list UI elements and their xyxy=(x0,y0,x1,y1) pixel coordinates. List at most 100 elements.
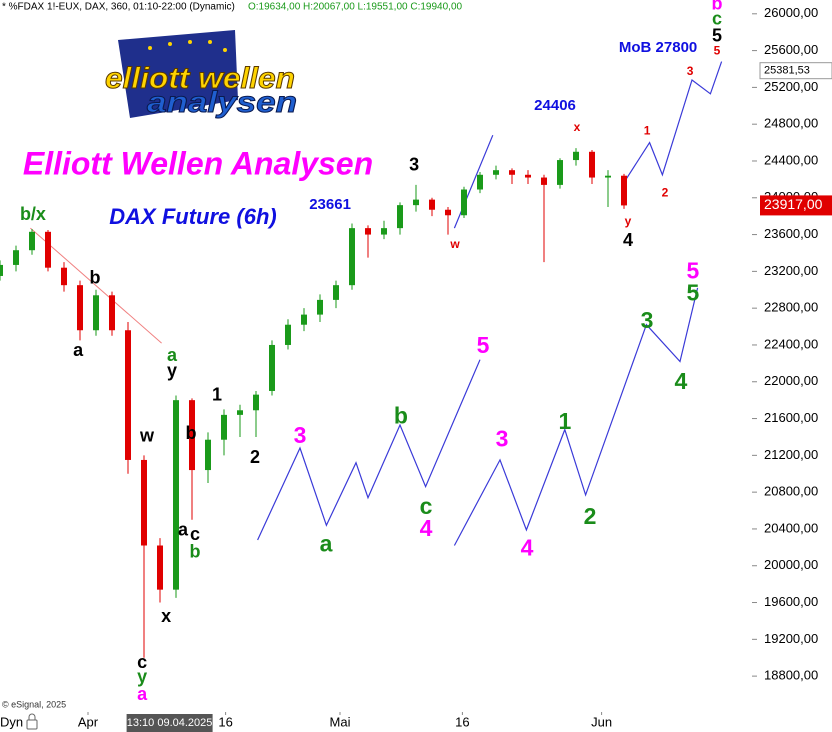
minor-label: 2 xyxy=(662,185,669,199)
price-marker-label: 25381,53 xyxy=(764,65,810,77)
candle-body xyxy=(525,174,531,178)
minor-label: 1 xyxy=(644,124,651,138)
projection-label: 5 xyxy=(687,257,700,283)
candle-body xyxy=(477,174,483,190)
candle-body xyxy=(77,285,83,331)
candle-body xyxy=(125,330,131,460)
wave-label: a xyxy=(73,340,84,360)
wave-label: 3 xyxy=(409,154,419,174)
x-tick-label: 16 xyxy=(218,714,232,729)
trend-line xyxy=(30,227,162,344)
projection-label: 2 xyxy=(584,503,597,529)
chart-subtitle: DAX Future (6h) xyxy=(109,204,276,229)
wave-label: c xyxy=(190,524,200,544)
candle-body xyxy=(205,439,211,471)
y-tick-label: 23200,00 xyxy=(764,263,818,278)
candle-body xyxy=(269,344,275,391)
wave-label: y xyxy=(137,667,147,687)
wave-label: c xyxy=(712,9,722,29)
y-tick-label: 22000,00 xyxy=(764,373,818,388)
projection-label: 3 xyxy=(641,307,654,333)
wave-label: b xyxy=(711,0,722,13)
projection-label: 5 xyxy=(687,279,700,305)
candles xyxy=(0,148,627,658)
logo: elliott wellen analysen xyxy=(105,30,298,119)
wave-label: 1 xyxy=(212,384,222,404)
candle-body xyxy=(237,410,243,415)
wave-label: x xyxy=(161,606,171,626)
x-tick-label: 16 xyxy=(455,714,469,729)
candle-body xyxy=(381,228,387,235)
y-tick-label: 21600,00 xyxy=(764,410,818,425)
plot xyxy=(0,61,723,658)
projection-line xyxy=(453,134,494,229)
projection-label: 4 xyxy=(521,534,534,560)
projection-label: 4 xyxy=(420,515,433,541)
projection-label: c xyxy=(420,493,433,519)
mode: Dyn xyxy=(0,714,23,729)
x-tick-label: Mai xyxy=(330,714,351,729)
wave-label: 2 xyxy=(250,447,260,467)
last-price-label: 23917,00 xyxy=(764,196,823,212)
candle-body xyxy=(333,285,339,300)
projection-label: 4 xyxy=(675,368,688,394)
candle-body xyxy=(557,160,563,185)
y-tick-label: 20400,00 xyxy=(764,520,818,535)
minor-label: 5 xyxy=(714,44,721,58)
candle-body xyxy=(109,295,115,331)
candle-body xyxy=(0,264,3,276)
candle-body xyxy=(509,170,515,175)
candle-body xyxy=(141,459,147,546)
wave-label: 5 xyxy=(712,26,722,46)
y-tick-label: 22800,00 xyxy=(764,300,818,315)
candle-body xyxy=(253,394,259,411)
logo-flag xyxy=(118,30,238,118)
y-tick-label: 25600,00 xyxy=(764,42,818,57)
y-tick-label: 26000,00 xyxy=(764,5,818,20)
candle-body xyxy=(461,189,467,216)
y-tick-label: 22400,00 xyxy=(764,336,818,351)
candle-body xyxy=(349,228,355,286)
candle-body xyxy=(541,177,547,185)
candle-body xyxy=(221,414,227,440)
candle-body xyxy=(157,545,163,590)
price-marker-box xyxy=(759,62,832,80)
candle-body xyxy=(573,151,579,161)
wave-label: 4 xyxy=(623,230,633,250)
candle-body xyxy=(589,151,595,178)
y-tick-label: 21200,00 xyxy=(764,447,818,462)
candle-body xyxy=(45,231,51,268)
wave-label: a xyxy=(178,520,189,540)
price-note: 23661 xyxy=(309,196,351,213)
wave-label: w xyxy=(139,426,155,446)
candle-body xyxy=(445,209,451,216)
header: * %FDAX 1!-EUX, DAX, 360, 01:10-22:00 (D… xyxy=(2,1,235,12)
y-tick-label: 24400,00 xyxy=(764,152,818,167)
lock-icon[interactable] xyxy=(26,713,38,730)
x-tick-label: Apr xyxy=(78,714,99,729)
wave-label: y xyxy=(167,360,177,380)
y-tick-label: 20800,00 xyxy=(764,484,818,499)
candle-body xyxy=(493,170,499,175)
wave-label: b xyxy=(186,423,197,443)
y-tick-label: 20000,00 xyxy=(764,557,818,572)
logo-text: elliott wellen xyxy=(105,62,295,95)
candle-body xyxy=(93,295,99,331)
x-axis-strip xyxy=(0,713,752,732)
projection-line xyxy=(621,61,723,186)
candle-body xyxy=(285,324,291,345)
minor-label: w xyxy=(449,237,460,251)
ohlc: O:19634,00 H:20067,00 L:19551,00 C:19940… xyxy=(248,1,463,12)
candle-body xyxy=(429,199,435,210)
candle-body xyxy=(13,250,19,265)
projection-label: 1 xyxy=(559,408,572,434)
wave-label: b xyxy=(90,267,101,287)
y-tick-label: 23600,00 xyxy=(764,226,818,241)
chart-title: Elliott Wellen Analysen xyxy=(23,145,373,181)
wave-label: c xyxy=(137,652,147,672)
wave-label: b/x xyxy=(20,204,46,224)
minor-label: y xyxy=(625,214,632,228)
cursor-box xyxy=(126,714,213,732)
